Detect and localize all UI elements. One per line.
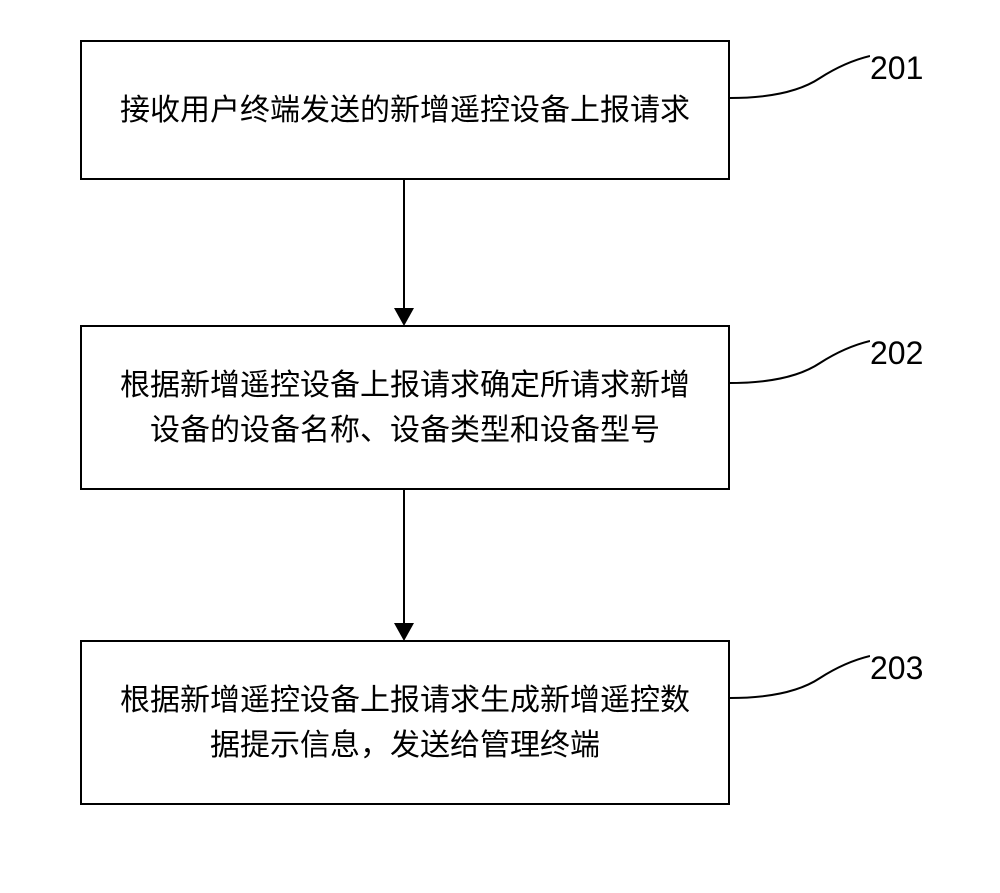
arrow-line-2-3	[403, 490, 405, 623]
arrow-head-2-3	[394, 623, 414, 641]
label-connector-1	[730, 50, 870, 100]
flow-step-2: 根据新增遥控设备上报请求确定所请求新增设备的设备名称、设备类型和设备型号	[80, 325, 730, 490]
flow-step-3-text: 根据新增遥控设备上报请求生成新增遥控数据提示信息，发送给管理终端	[112, 678, 698, 768]
arrow-head-1-2	[394, 308, 414, 326]
step-label-2: 202	[870, 335, 923, 372]
flow-step-1-text: 接收用户终端发送的新增遥控设备上报请求	[120, 88, 690, 133]
flow-step-2-text: 根据新增遥控设备上报请求确定所请求新增设备的设备名称、设备类型和设备型号	[112, 363, 698, 453]
flow-step-1: 接收用户终端发送的新增遥控设备上报请求	[80, 40, 730, 180]
step-label-3: 203	[870, 650, 923, 687]
label-connector-2	[730, 335, 870, 385]
step-label-1: 201	[870, 50, 923, 87]
flowchart-container: 接收用户终端发送的新增遥控设备上报请求 201 根据新增遥控设备上报请求确定所请…	[0, 0, 1000, 893]
arrow-line-1-2	[403, 180, 405, 308]
label-connector-3	[730, 650, 870, 700]
flow-step-3: 根据新增遥控设备上报请求生成新增遥控数据提示信息，发送给管理终端	[80, 640, 730, 805]
